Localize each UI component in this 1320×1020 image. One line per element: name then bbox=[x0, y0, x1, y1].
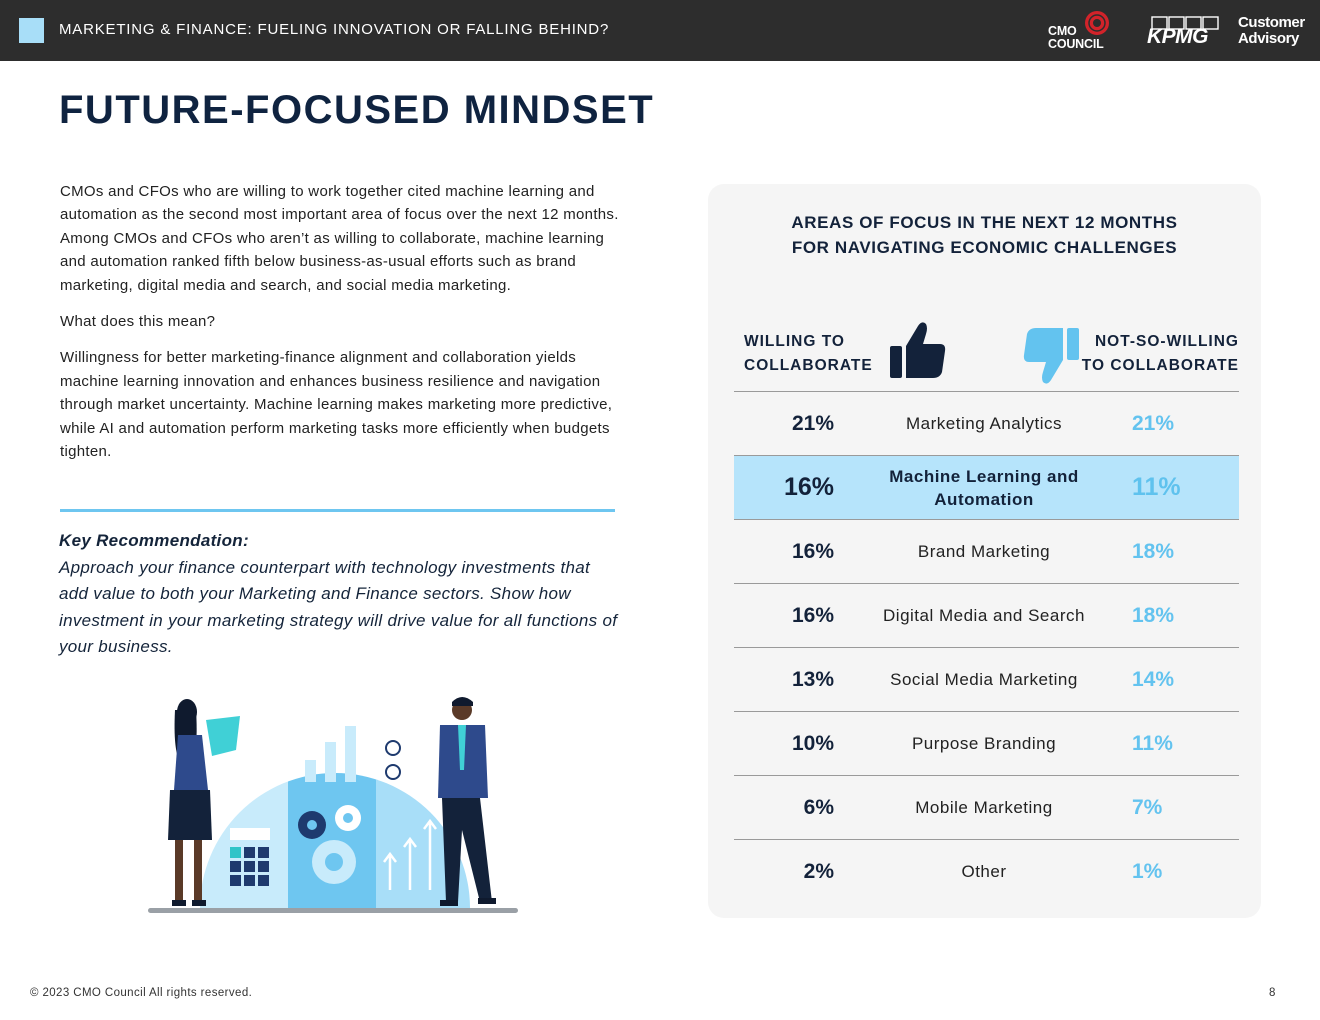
not-willing-value: 14% bbox=[1132, 667, 1175, 691]
kpmg-logo: KPMG bbox=[1147, 14, 1225, 50]
not-willing-header-line2: TO COLLABORATE bbox=[1081, 357, 1239, 374]
table-row: 10% Purpose Branding 11% bbox=[734, 711, 1239, 775]
header-title: MARKETING & FINANCE: FUELING INNOVATION … bbox=[59, 21, 610, 38]
cmo-logo-line2: COUNCIL bbox=[1048, 37, 1104, 51]
section-divider bbox=[60, 509, 615, 512]
body-copy: CMOs and CFOs who are willing to work to… bbox=[60, 180, 620, 476]
table-row: 16% Digital Media and Search 18% bbox=[734, 583, 1239, 647]
not-willing-column-header: NOT-SO-WILLING TO COLLABORATE bbox=[1082, 330, 1239, 378]
willing-column-header: WILLING TO COLLABORATE bbox=[744, 330, 873, 378]
advisory-line2: Advisory bbox=[1238, 30, 1299, 47]
advisory-line1: Customer bbox=[1238, 14, 1305, 31]
body-paragraph-2: What does this mean? bbox=[60, 313, 216, 331]
willing-header-line1: WILLING TO bbox=[744, 333, 845, 350]
not-willing-value: 21% bbox=[1132, 411, 1175, 435]
willing-value: 21% bbox=[791, 411, 834, 435]
panel-title: AREAS OF FOCUS IN THE NEXT 12 MONTHS FOR… bbox=[708, 210, 1261, 260]
not-willing-value: 18% bbox=[1132, 603, 1175, 627]
thumbs-up-icon bbox=[890, 322, 946, 378]
not-willing-value: 7% bbox=[1132, 795, 1163, 819]
table-row: 13% Social Media Marketing 14% bbox=[734, 647, 1239, 711]
not-willing-value: 11% bbox=[1132, 731, 1173, 755]
cmo-badge-icon bbox=[1085, 11, 1109, 35]
table-row: 16% Brand Marketing 18% bbox=[734, 519, 1239, 583]
not-willing-value: 11% bbox=[1132, 473, 1181, 501]
willing-value: 2% bbox=[803, 859, 834, 883]
willing-value: 16% bbox=[791, 603, 834, 627]
table-row: 21% Marketing Analytics 21% bbox=[734, 391, 1239, 455]
panel-title-line2: FOR NAVIGATING ECONOMIC CHALLENGES bbox=[791, 238, 1178, 257]
not-willing-header-line1: NOT-SO-WILLING bbox=[1094, 333, 1239, 350]
body-paragraph-3: Willingness for better marketing-finance… bbox=[60, 349, 613, 461]
header-bar: MARKETING & FINANCE: FUELING INNOVATION … bbox=[0, 0, 1320, 61]
table-row: 2% Other 1% bbox=[734, 839, 1239, 903]
focus-area-table: 21% Marketing Analytics 21% 16% Machine … bbox=[734, 391, 1239, 903]
focus-area-label: Digital Media and Search bbox=[883, 606, 1085, 625]
willing-header-line2: COLLABORATE bbox=[744, 357, 873, 374]
panel-title-line1: AREAS OF FOCUS IN THE NEXT 12 MONTHS bbox=[791, 213, 1178, 232]
key-recommendation-label: Key Recommendation: bbox=[59, 531, 249, 550]
areas-of-focus-panel: AREAS OF FOCUS IN THE NEXT 12 MONTHS FOR… bbox=[708, 184, 1261, 918]
page-number: 8 bbox=[1269, 987, 1276, 999]
kpmg-wordmark: KPMG bbox=[1147, 25, 1209, 48]
focus-area-label: Brand Marketing bbox=[917, 542, 1051, 561]
focus-area-label: Social Media Marketing bbox=[890, 670, 1078, 689]
page-title: FUTURE-FOCUSED MINDSET bbox=[59, 88, 655, 132]
body-paragraph-1: CMOs and CFOs who are willing to work to… bbox=[60, 183, 619, 294]
customer-advisory-logo: Customer Advisory bbox=[1238, 15, 1305, 47]
focus-area-label: Machine Learning and Automation bbox=[889, 466, 1079, 509]
key-recommendation: Key Recommendation: Approach your financ… bbox=[59, 528, 619, 661]
willing-value: 6% bbox=[803, 795, 834, 819]
focus-area-label: Marketing Analytics bbox=[906, 414, 1062, 433]
cmo-council-logo: CMO COUNCIL bbox=[1046, 10, 1116, 52]
focus-area-label: Mobile Marketing bbox=[915, 798, 1053, 817]
not-willing-value: 18% bbox=[1132, 539, 1175, 563]
willing-value: 16% bbox=[783, 473, 834, 501]
focus-area-label: Purpose Branding bbox=[911, 734, 1057, 753]
willing-value: 16% bbox=[791, 539, 834, 563]
collaboration-illustration bbox=[148, 697, 518, 913]
footer-copyright: © 2023 CMO Council All rights reserved. bbox=[30, 987, 253, 999]
thumbs-down-icon bbox=[1023, 328, 1079, 384]
header-square-icon bbox=[19, 18, 44, 43]
willing-value: 13% bbox=[791, 667, 834, 691]
focus-area-label: Other bbox=[961, 862, 1007, 881]
cmo-logo-line1: CMO bbox=[1048, 24, 1077, 38]
key-recommendation-text: Approach your finance counterpart with t… bbox=[59, 557, 618, 657]
table-row-highlighted: 16% Machine Learning and Automation 11% bbox=[734, 455, 1239, 519]
willing-value: 10% bbox=[791, 731, 834, 755]
not-willing-value: 1% bbox=[1132, 859, 1163, 883]
kpmg-boxes-icon bbox=[1151, 16, 1219, 30]
table-row: 6% Mobile Marketing 7% bbox=[734, 775, 1239, 839]
